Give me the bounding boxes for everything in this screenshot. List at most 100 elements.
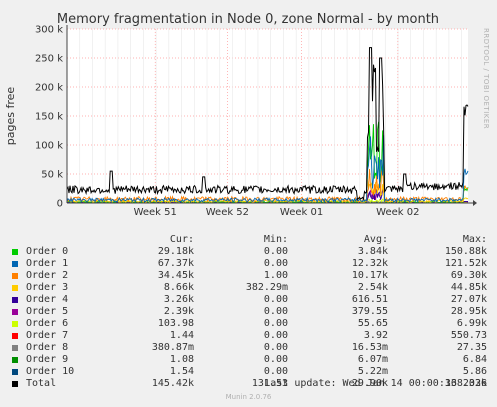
legend-avg: 2.54k	[357, 282, 388, 293]
legend-avg: 3.84k	[357, 246, 388, 257]
legend-swatch	[12, 345, 18, 351]
legend-series-name: Order 9	[26, 354, 69, 365]
legend-swatch	[12, 357, 18, 363]
legend-cur: 103.98	[157, 318, 194, 329]
legend-cur: 1.08	[169, 354, 194, 365]
legend-min: 131.53	[251, 378, 288, 389]
legend-min: 0.00	[263, 318, 288, 329]
legend-swatch	[12, 249, 18, 255]
header-min: Min:	[263, 234, 288, 245]
legend-series-name: Total	[26, 378, 57, 389]
legend-max: 69.30k	[450, 270, 487, 281]
x-tick-label: Week 52	[206, 207, 249, 218]
header-avg: Avg:	[363, 234, 388, 245]
legend-max: 6.84	[462, 354, 487, 365]
legend-min: 0.00	[263, 342, 288, 353]
series-line-order-1	[66, 135, 469, 203]
chart-canvas: Memory fragmentation in Node 0, zone Nor…	[4, 12, 490, 218]
legend-row: Order 4 3.26k 0.00 616.51 27.07k	[12, 294, 490, 306]
legend-series-name: Order 5	[26, 306, 69, 317]
legend-min: 0.00	[263, 366, 288, 377]
series-line-order-3	[66, 178, 469, 204]
legend-avg: 3.92	[363, 330, 388, 341]
legend-avg: 29.90k	[351, 378, 388, 389]
legend-series-name: Order 8	[26, 342, 69, 353]
legend-min: 0.00	[263, 246, 288, 257]
series-line-total	[66, 47, 469, 201]
grid	[67, 28, 468, 203]
y-axis-label: pages free	[4, 87, 17, 146]
header-cur: Cur:	[169, 234, 194, 245]
legend-swatch	[12, 273, 18, 279]
legend-series-name: Order 1	[26, 258, 69, 269]
axes: 0 50 k 100 k 150 k 200 k 250 k 300 k Week 51 Wee…	[35, 25, 477, 218]
legend-swatch	[12, 321, 18, 327]
legend-row: Order 1 67.37k 0.00 12.32k 121.52k	[12, 258, 490, 270]
legend-min: 0.00	[263, 306, 288, 317]
legend-max: 150.88k	[444, 246, 487, 257]
legend-min: 382.29m	[245, 282, 288, 293]
legend-cur: 3.26k	[163, 294, 194, 305]
legend-cur: 1.54	[169, 366, 194, 377]
x-tick-label: Week 01	[280, 207, 323, 218]
legend-series-name: Order 10	[26, 366, 75, 377]
legend-series-name: Order 3	[26, 282, 69, 293]
legend-cur: 29.18k	[157, 246, 194, 257]
legend-series-name: Order 4	[26, 294, 69, 305]
legend-max: 27.07k	[450, 294, 487, 305]
x-tick-label: Week 51	[134, 207, 177, 218]
legend-max: 27.35	[456, 342, 487, 353]
legend-series-name: Order 2	[26, 270, 69, 281]
legend-cur: 67.37k	[157, 258, 194, 269]
legend-series-name: Order 0	[26, 246, 69, 257]
legend-row: Order 2 34.45k 1.00 10.17k 69.30k	[12, 270, 490, 282]
legend-cur: 145.42k	[151, 378, 194, 389]
legend-cur: 2.39k	[163, 306, 194, 317]
legend-swatch	[12, 369, 18, 375]
y-tick-label: 250 k	[35, 54, 63, 65]
x-tick-label: Week 02	[376, 207, 419, 218]
legend-max: 338.33k	[444, 378, 487, 389]
series-line-order-0	[67, 121, 469, 204]
legend-min: 0.00	[263, 258, 288, 269]
y-tick-label: 200 k	[35, 83, 63, 94]
legend-swatch	[12, 297, 18, 303]
legend-swatch	[12, 333, 18, 339]
y-tick-label: 300 k	[35, 25, 63, 36]
y-tick-label: 100 k	[35, 141, 63, 152]
legend-max: 44.85k	[450, 282, 487, 293]
legend-avg: 5.22m	[357, 366, 388, 377]
legend-avg: 6.07m	[357, 354, 388, 365]
last-update: Last update: Wed Jan 14 00:00:16 2026	[264, 378, 487, 389]
legend-cur: 380.87m	[151, 342, 194, 353]
legend-min: 1.00	[263, 270, 288, 281]
legend-row: Order 3 8.66k 382.29m 2.54k 44.85k	[12, 282, 490, 294]
munin-version: Munin 2.0.76	[225, 393, 272, 401]
legend-row: Order 6 103.98 0.00 55.65 6.99k	[12, 318, 490, 330]
legend-table: Cur: Min: Avg: Max: Order 0 29.18k 0.00 3.8…	[12, 234, 490, 390]
legend-header: Cur: Min: Avg: Max:	[12, 234, 490, 246]
legend-row: Total 145.42k 131.53 29.90k 338.33k	[12, 378, 490, 390]
x-axis-arrow	[473, 200, 477, 206]
legend-max: 6.99k	[456, 318, 487, 329]
chart-title: Memory fragmentation in Node 0, zone Nor…	[57, 12, 439, 27]
legend-min: 0.00	[263, 354, 288, 365]
legend-cur: 8.66k	[163, 282, 194, 293]
legend-max: 5.86	[462, 366, 487, 377]
legend-avg: 12.32k	[351, 258, 388, 269]
legend-swatch	[12, 261, 18, 267]
legend-swatch	[12, 285, 18, 291]
legend-avg: 55.65	[357, 318, 388, 329]
legend-avg: 379.55	[351, 306, 388, 317]
legend-row: Order 0 29.18k 0.00 3.84k 150.88k	[12, 246, 490, 258]
legend-row: Order 7 1.44 0.00 3.92 550.73	[12, 330, 490, 342]
legend-avg: 616.51	[351, 294, 388, 305]
legend-max: 121.52k	[444, 258, 487, 269]
legend-cur: 34.45k	[157, 270, 194, 281]
legend-row: Order 9 1.08 0.00 6.07m 6.84	[12, 354, 490, 366]
legend-cur: 1.44	[169, 330, 194, 341]
header-max: Max:	[462, 234, 487, 245]
legend-row: Order 10 1.54 0.00 5.22m 5.86	[12, 366, 490, 378]
legend-swatch	[12, 381, 18, 387]
legend-max: 550.73	[450, 330, 487, 341]
